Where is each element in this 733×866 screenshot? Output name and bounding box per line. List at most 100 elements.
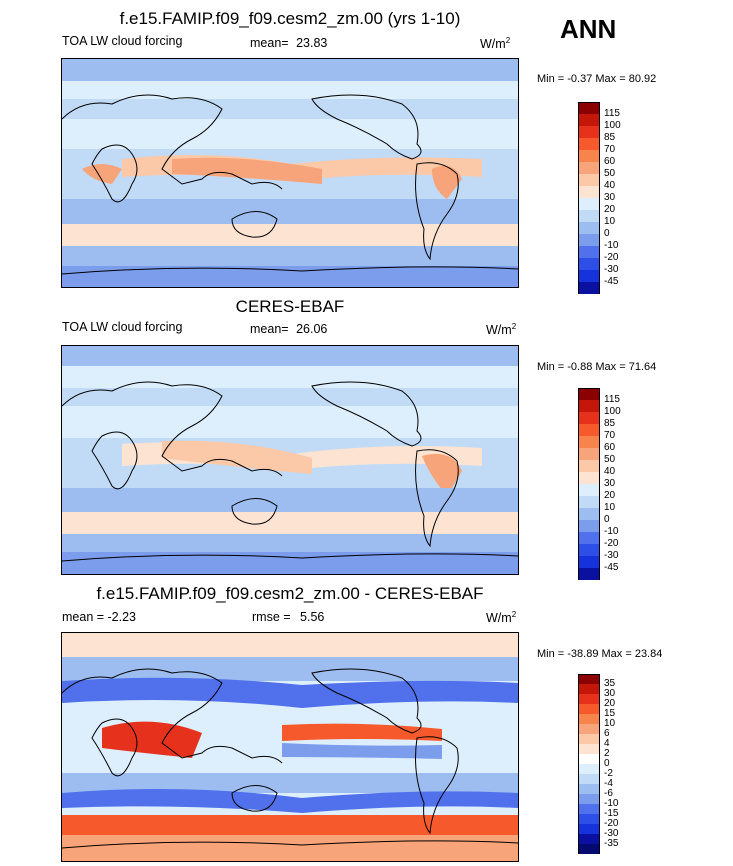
- panel-2-colorbar-cell: [578, 568, 600, 580]
- colorbar-tick: 30: [604, 478, 616, 489]
- colorbar-tick: 20: [604, 204, 616, 215]
- panel-2-mean: mean= 26.06: [250, 322, 327, 336]
- colorbar-tick: 0: [604, 228, 610, 239]
- panel-2-units-text: W/m: [486, 323, 512, 338]
- panel-1-colorbar-cell: [578, 126, 600, 138]
- colorbar-tick: 70: [604, 144, 616, 155]
- season-label: ANN: [560, 14, 617, 44]
- panel-1-map: [61, 58, 519, 288]
- panel-1-colorbar-cell: [578, 102, 600, 114]
- panel-1-mean-value: 23.83: [296, 36, 328, 50]
- colorbar-tick: -15: [604, 808, 619, 819]
- panel-3-colorbar-cell: [578, 774, 600, 784]
- colorbar-tick: 6: [604, 728, 610, 739]
- panel-2-colorbar-cell: [578, 496, 600, 508]
- panel-1-units: W/m2: [480, 36, 510, 51]
- panel-2-colorbar-cell: [578, 412, 600, 424]
- panel-1-title: f.e15.FAMIP.f09_f09.cesm2_zm.00 (yrs 1-1…: [119, 9, 461, 28]
- colorbar-tick: -4: [604, 778, 613, 789]
- panel-3-units-text: W/m: [486, 611, 512, 626]
- panel-1-colorbar-cell: [578, 270, 600, 282]
- colorbar-tick: -20: [604, 818, 619, 829]
- panel-2-map: [61, 345, 519, 575]
- panel-1-units-sup: 2: [505, 36, 511, 45]
- colorbar-tick: 0: [604, 514, 610, 525]
- panel-1-colorbar-cell: [578, 234, 600, 246]
- colorbar-tick: -30: [604, 828, 619, 839]
- panel-3-minmax: Min = -38.89 Max = 23.84: [537, 648, 663, 660]
- colorbar-tick: 60: [604, 442, 616, 453]
- panel-3-colorbar-cell: [578, 834, 600, 844]
- colorbar-tick: 85: [604, 132, 616, 143]
- panel-1-mean-label: mean=: [250, 36, 289, 50]
- colorbar-tick: 85: [604, 418, 616, 429]
- panel-3-rmse-value: 5.56: [300, 610, 325, 624]
- panel-3-rmse: rmse = 5.56: [252, 610, 324, 624]
- colorbar-tick: 40: [604, 466, 616, 477]
- colorbar-tick: 115: [604, 108, 620, 119]
- panel-2-title: CERES-EBAF: [235, 297, 345, 316]
- colorbar-tick: 30: [604, 688, 616, 699]
- panel-3-colorbar-cell: [578, 824, 600, 834]
- colorbar-tick: 10: [604, 502, 616, 513]
- colorbar-tick: 2: [604, 748, 610, 759]
- panel-3-colorbar-cell: [578, 844, 600, 854]
- colorbar-tick: 70: [604, 430, 616, 441]
- panel-2-colorbar-cell: [578, 520, 600, 532]
- colorbar-tick: 40: [604, 180, 616, 191]
- colorbar-tick: 60: [604, 156, 616, 167]
- panel-2-minmax: Min = -0.88 Max = 71.64: [537, 361, 657, 373]
- panel-2-colorbar-cell: [578, 460, 600, 472]
- colorbar-tick: 100: [604, 406, 621, 417]
- colorbar-tick: -2: [604, 768, 613, 779]
- colorbar-tick: -35: [604, 838, 619, 849]
- panel-3-colorbar-cell: [578, 794, 600, 804]
- colorbar-tick: 50: [604, 168, 616, 179]
- colorbar-tick: -30: [604, 264, 619, 275]
- panel-2-mean-label: mean=: [250, 322, 289, 336]
- colorbar-tick: -20: [604, 252, 619, 263]
- colorbar-tick: 50: [604, 454, 616, 465]
- panel-2-colorbar-cell: [578, 556, 600, 568]
- panel-2-colorbar: 115 100 85 70 60 50 40 30 20 10 0 -10 -2…: [578, 388, 621, 580]
- colorbar-tick: -10: [604, 798, 619, 809]
- panel-2-colorbar-cell: [578, 424, 600, 436]
- colorbar-tick: 115: [604, 394, 620, 405]
- panel-2-map-svg: [62, 346, 518, 574]
- colorbar-tick: 0: [604, 758, 610, 769]
- panel-1-colorbar-cell: [578, 162, 600, 174]
- panel-1-colorbar-cell: [578, 198, 600, 210]
- colorbar-tick: -45: [604, 276, 619, 287]
- panel-1-colorbar-cell: [578, 282, 600, 294]
- colorbar-tick: 10: [604, 718, 616, 729]
- panel-3-colorbar-cell: [578, 784, 600, 794]
- colorbar-tick: 15: [604, 708, 616, 719]
- panel-2-colorbar-cell: [578, 448, 600, 460]
- panel-2-mean-value: 26.06: [296, 322, 328, 336]
- panel-3-map: [61, 632, 519, 862]
- panel-1-colorbar: 115 100 85 70 60 50 40 30 20 10 0 -10 -2…: [578, 102, 621, 294]
- colorbar-tick: -10: [604, 240, 619, 251]
- panel-3-colorbar-cell: [578, 804, 600, 814]
- colorbar-tick: 10: [604, 216, 616, 227]
- panel-1-variable: TOA LW cloud forcing: [62, 34, 183, 48]
- panel-1-colorbar-cell: [578, 138, 600, 150]
- panel-1-minmax: Min = -0.37 Max = 80.92: [537, 73, 657, 85]
- panel-2-units-sup: 2: [511, 322, 517, 331]
- colorbar-tick: 20: [604, 698, 616, 709]
- panel-3-colorbar-cell: [578, 754, 600, 764]
- colorbar-tick: 35: [604, 678, 616, 689]
- panel-3-colorbar-cell: [578, 764, 600, 774]
- panel-2-colorbar-cell: [578, 388, 600, 400]
- colorbar-tick: -10: [604, 526, 619, 537]
- panel-2-variable: TOA LW cloud forcing: [62, 320, 183, 334]
- panel-2-colorbar-cell: [578, 472, 600, 484]
- panel-3-units-sup: 2: [511, 610, 517, 619]
- colorbar-tick: 100: [604, 120, 621, 131]
- colorbar-tick: -20: [604, 538, 619, 549]
- panel-3-title: f.e15.FAMIP.f09_f09.cesm2_zm.00 - CERES-…: [96, 584, 484, 603]
- panel-3-colorbar-cell: [578, 714, 600, 724]
- panel-1-colorbar-cell: [578, 150, 600, 162]
- colorbar-tick: -30: [604, 550, 619, 561]
- panel-3-colorbar-cell: [578, 734, 600, 744]
